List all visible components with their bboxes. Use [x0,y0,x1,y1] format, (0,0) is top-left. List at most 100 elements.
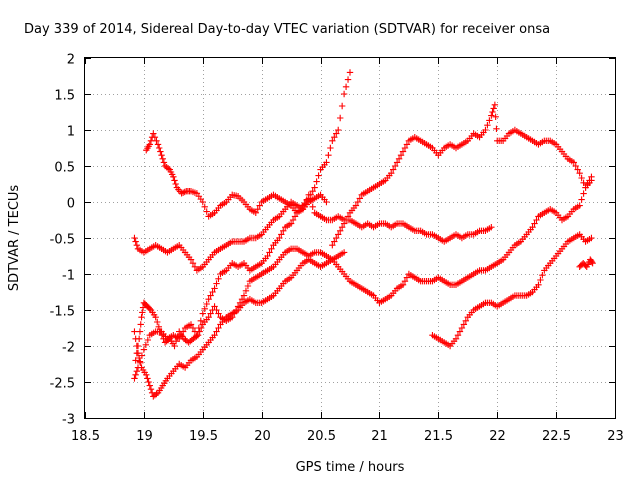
data-point [199,310,206,317]
data-point [159,155,166,162]
x-tick-label: 21.5 [424,429,453,444]
data-point [213,280,220,287]
data-point [588,234,595,242]
data-point [578,196,585,203]
data-point [209,288,216,296]
data-point [194,332,202,339]
x-tick-label: 19.5 [189,429,218,444]
data-point [460,321,468,328]
data-point [197,317,205,324]
data-point [491,101,499,108]
data-point [570,159,577,166]
data-point [131,234,138,242]
data-point [171,342,178,350]
data-point [189,260,197,267]
data-point [179,189,187,196]
data-point [276,234,283,242]
data-point [151,134,159,141]
data-point [205,314,212,321]
data-point [268,245,275,252]
data-point [305,191,312,198]
chart-title: Day 339 of 2014, Sidereal Day-to-day VTE… [24,22,550,37]
data-point [153,137,160,144]
data-point [196,328,203,335]
y-tick-label: -2 [62,341,75,356]
ticks [85,58,616,419]
y-tick-label: 1 [67,125,75,140]
data-point [537,276,544,284]
y-tick-label: -3 [62,413,75,428]
data-point [146,382,153,389]
data-point [389,166,397,173]
data-point [264,252,271,260]
data-point [201,305,208,312]
series-track-mid-left [131,191,330,274]
data-point [187,256,195,263]
data-point [482,126,489,134]
data-point [137,321,144,328]
data-point [397,152,405,159]
data-point [313,178,320,185]
data-point [189,324,197,332]
data-point [311,184,318,191]
data-point [403,141,411,148]
data-point [215,310,222,317]
y-tick-label: 0.5 [54,161,75,176]
data-point [144,336,152,344]
data-point [215,275,222,282]
plot-frame [84,57,616,419]
data-point [333,234,340,242]
data-point [155,323,163,330]
data-point [533,216,540,224]
data-point [344,76,352,83]
data-point [354,198,362,206]
data-point [140,346,148,353]
data-point [152,314,159,321]
y-tick-label: -1.5 [50,305,75,320]
data-markers [131,69,596,400]
data-point [452,335,460,342]
data-point [576,170,583,177]
data-point [256,202,263,209]
data-point [135,354,143,362]
data-point [191,263,199,270]
data-point [165,165,172,172]
data-point [172,180,179,188]
data-point [132,238,139,245]
data-point [232,306,240,314]
data-point [399,148,407,155]
data-point [132,371,139,378]
data-point [580,190,587,197]
x-tick-label: 22 [489,429,506,444]
data-point [254,206,261,213]
series-track-upper-left-arc [143,130,495,245]
data-point [454,332,462,339]
data-point [346,69,354,76]
data-point [211,285,218,292]
x-tick-label: 22.5 [542,429,571,444]
data-point [170,173,177,180]
y-tick-label: -2.5 [50,377,75,392]
data-point [574,166,581,173]
series-track-rising-steep [131,69,354,382]
data-point [338,224,346,231]
data-point [291,213,299,220]
data-point [211,303,218,310]
y-tick-label: -0.5 [50,233,75,248]
data-point [584,180,591,188]
data-point [580,179,587,186]
data-point [331,238,338,245]
data-point [340,249,348,256]
x-axis-title: GPS time / hours [296,460,405,475]
x-tick-label: 21 [371,429,388,444]
data-point [205,296,212,303]
data-point [252,209,259,216]
data-point [150,130,157,137]
data-point [393,159,401,166]
data-point [401,278,409,285]
tick-labels: 18.5 19 19.5 20 20.5 21 21.5 22 22.5 2321.510.50-… [50,53,624,445]
data-point [490,105,497,112]
data-point [539,272,546,279]
